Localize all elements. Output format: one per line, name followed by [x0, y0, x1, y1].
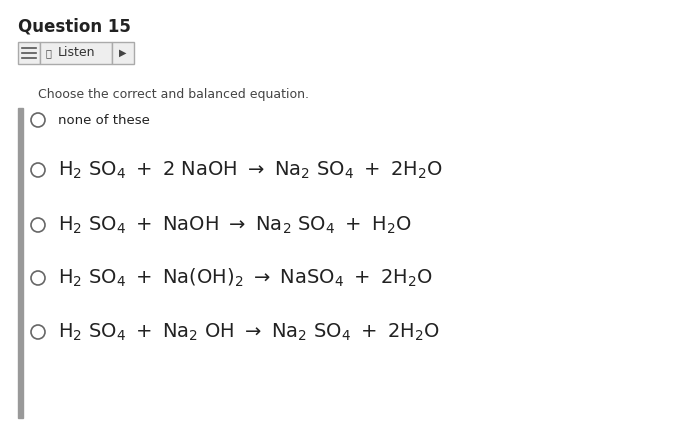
Text: $\mathregular{H_2\ SO_4\ +\ 2\ NaOH\ \rightarrow\ Na_2\ SO_4\ +\ 2H_2O}$: $\mathregular{H_2\ SO_4\ +\ 2\ NaOH\ \ri… [58, 159, 443, 181]
Text: 🔊: 🔊 [46, 48, 52, 58]
FancyBboxPatch shape [18, 42, 40, 64]
Text: none of these: none of these [58, 114, 150, 127]
FancyBboxPatch shape [40, 42, 112, 64]
Bar [18, 108, 23, 418]
FancyBboxPatch shape [112, 42, 134, 64]
Text: ▶: ▶ [119, 48, 127, 58]
Text: $\mathregular{H_2\ SO_4\ +\ Na(OH)_2\ \rightarrow\ NaSO_4\ +\ 2H_2O}$: $\mathregular{H_2\ SO_4\ +\ Na(OH)_2\ \r… [58, 267, 433, 289]
Text: Choose the correct and balanced equation.: Choose the correct and balanced equation… [38, 88, 309, 101]
Text: $\mathregular{H_2\ SO_4\ +\ NaOH\ \rightarrow\ Na_2\ SO_4\ +\ H_2O}$: $\mathregular{H_2\ SO_4\ +\ NaOH\ \right… [58, 214, 412, 235]
Text: Listen: Listen [58, 47, 95, 60]
Text: Question 15: Question 15 [18, 18, 131, 36]
Text: $\mathregular{H_2\ SO_4\ +\ Na_2\ OH\ \rightarrow\ Na_2\ SO_4\ +\ 2H_2O}$: $\mathregular{H_2\ SO_4\ +\ Na_2\ OH\ \r… [58, 321, 440, 343]
